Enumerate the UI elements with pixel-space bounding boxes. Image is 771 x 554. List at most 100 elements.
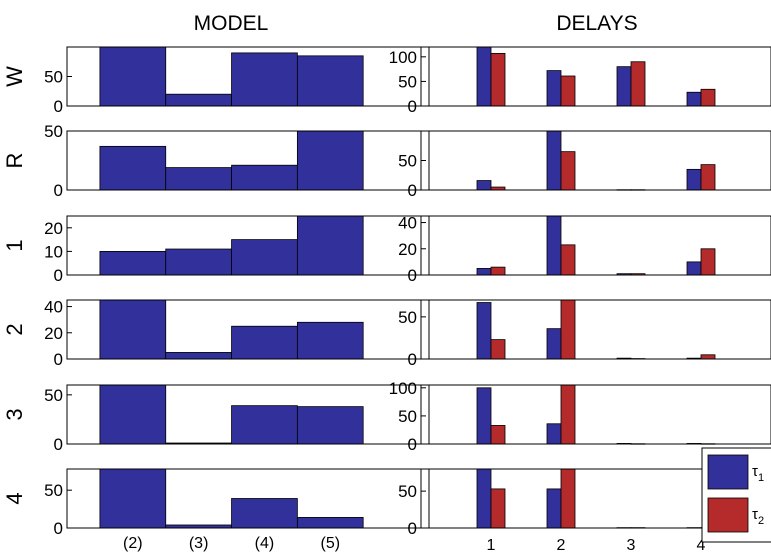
delays-bar-tau1 (476, 302, 492, 360)
delays-bar-tau1 (546, 130, 562, 191)
model-bar (296, 55, 364, 107)
delays-ytick-label: 50 (398, 308, 417, 327)
model-xtick-label: (4) (255, 535, 275, 552)
delays-bar-tau2 (700, 164, 716, 191)
delays-bar-tau1 (686, 261, 702, 276)
model-ytick-label: 0 (54, 519, 63, 538)
model-bar (296, 130, 364, 191)
model-panel-4: 0 20 40 2 (2, 298, 430, 369)
delays-xtick-label: 4 (697, 537, 706, 554)
model-bar (99, 468, 167, 529)
model-panel-2: 0 50 R (2, 122, 430, 200)
delays-ytick-label: 40 (398, 214, 417, 233)
delays-axes-frame (420, 299, 771, 360)
delays-ytick-label: 50 (398, 152, 417, 171)
delays-panel-6: 1 2 3 4 0 50 (398, 468, 771, 554)
delays-bar-tau2 (490, 425, 506, 445)
model-ytick-label: 0 (54, 435, 63, 454)
row-label: R (2, 153, 27, 169)
model-bar (165, 248, 232, 276)
model-ytick-label: 0 (54, 97, 63, 116)
delays-bar-tau2 (490, 488, 506, 529)
model-axes-frame (66, 384, 430, 445)
delays-axes-frame (420, 130, 771, 191)
delays-ytick-label: 20 (398, 240, 417, 259)
delays-xtick-label: 3 (627, 537, 636, 554)
delays-axes-frame (420, 215, 771, 276)
delays-bar-tau1 (546, 215, 562, 276)
model-panel-6: 0 50 4 (2) (3) (4) (5) (2, 468, 430, 552)
model-bar (99, 384, 167, 445)
model-ytick-label: 0 (54, 181, 63, 200)
delays-axes-frame (420, 46, 771, 107)
model-axes-frame (66, 468, 430, 529)
model-bar (296, 517, 364, 529)
model-panel-1: 0 50 W (2, 46, 430, 116)
delays-ytick-label: 50 (398, 482, 417, 501)
model-bar (165, 352, 232, 360)
model-xtick-label: (3) (189, 535, 209, 552)
row-label: 1 (2, 239, 27, 251)
delays-bar-tau1 (686, 168, 702, 191)
delays-ytick-label: 0 (408, 519, 417, 538)
delays-axes-frame (420, 468, 771, 529)
delays-ytick-label: 100 (389, 379, 417, 398)
delays-ytick-label: 0 (408, 435, 417, 454)
delays-bar-tau2 (490, 52, 506, 107)
delays-bar-tau2 (700, 248, 716, 276)
delays-axes-frame (420, 384, 771, 445)
model-xtick-label: (5) (320, 535, 340, 552)
model-ytick-label: 50 (44, 122, 63, 141)
row-label: 4 (2, 492, 27, 504)
delays-bar-tau1 (546, 488, 562, 529)
model-bar (99, 299, 167, 360)
model-bar (296, 321, 364, 360)
delays-bar-tau1 (476, 468, 492, 529)
model-panel-5: 0 50 3 (2, 384, 430, 454)
delays-panel-4: 0 50 (398, 299, 771, 369)
delays-bar-tau2 (560, 75, 576, 107)
delays-bar-tau1 (476, 387, 492, 445)
delays-panel-2: 0 50 (398, 130, 771, 200)
delays-ytick-label: 0 (408, 97, 417, 116)
model-axes-frame (66, 130, 430, 191)
delays-bar-tau1 (616, 66, 632, 107)
delays-panel-5: 0 50 100 (389, 379, 771, 454)
delays-ytick-label: 100 (389, 48, 417, 67)
delays-bar-tau1 (476, 180, 492, 191)
delays-bar-tau2 (560, 299, 576, 360)
model-ytick-label: 10 (44, 242, 63, 261)
delays-bar-tau1 (476, 46, 492, 107)
model-axes-frame (66, 299, 430, 360)
legend-label-tau1: τ1 (752, 463, 764, 484)
delays-bar-tau2 (560, 384, 576, 445)
model-axes-frame (66, 215, 430, 276)
model-bar (231, 164, 298, 191)
delays-ytick-label: 0 (408, 350, 417, 369)
model-bar (231, 405, 298, 445)
model-bar (99, 46, 167, 107)
delays-bar-tau1 (476, 268, 492, 276)
model-bar (99, 250, 167, 276)
model-panel-3: 0 10 20 1 (2, 215, 430, 285)
model-ytick-label: 50 (44, 68, 63, 87)
delays-bar-tau2 (700, 354, 716, 360)
delays-bar-tau2 (630, 61, 646, 107)
model-ytick-label: 20 (44, 219, 63, 238)
legend-label-tau2: τ2 (752, 506, 764, 527)
delays-bar-tau2 (560, 151, 576, 191)
delays-ytick-label: 0 (408, 266, 417, 285)
delays-panel-1: 0 50 100 (389, 46, 771, 116)
model-xtick-label: (2) (123, 535, 143, 552)
row-label: W (2, 66, 27, 87)
model-bar (99, 145, 167, 191)
delays-ytick-label: 0 (408, 181, 417, 200)
model-bar (296, 215, 364, 276)
row-label: 3 (2, 408, 27, 420)
model-ytick-label: 50 (44, 481, 63, 500)
delays-ytick-label: 50 (398, 72, 417, 91)
model-bar (231, 325, 298, 360)
delays-xtick-label: 1 (487, 537, 496, 554)
delays-bar-tau1 (686, 91, 702, 107)
